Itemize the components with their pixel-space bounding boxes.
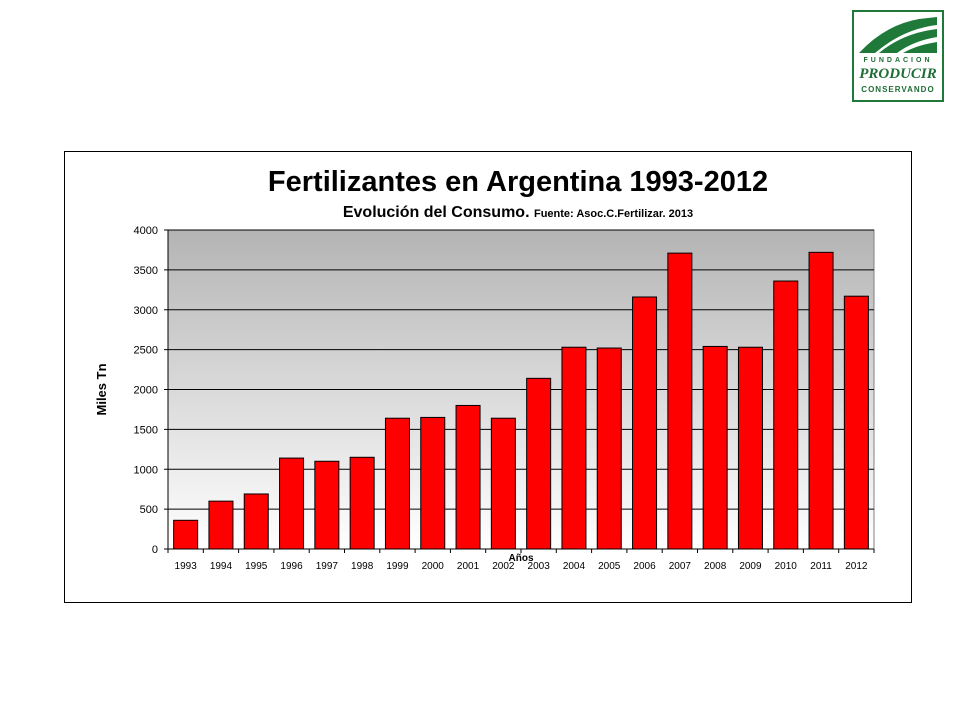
- y-tick-label: 2500: [134, 345, 158, 357]
- x-tick-label: 2011: [810, 561, 832, 572]
- bar: [737, 346, 763, 550]
- logo: FUNDACION PRODUCIR CONSERVANDO: [852, 10, 944, 102]
- x-tick-label: 1998: [351, 561, 374, 572]
- x-tick-label: 2006: [633, 561, 656, 572]
- field-rows-icon: [859, 17, 937, 53]
- x-tick-label: 2001: [457, 561, 480, 572]
- y-tick-label: 1500: [134, 424, 158, 436]
- x-tick-label: 2010: [775, 561, 798, 572]
- x-tick-label: 2007: [669, 561, 692, 572]
- chart-subtitle: Evolución del Consumo. Fuente: Asoc.C.Fe…: [0, 204, 960, 222]
- y-tick-label: 3000: [134, 305, 158, 317]
- x-tick-label: 2005: [598, 561, 621, 572]
- x-tick-label: 1993: [175, 561, 198, 572]
- x-axis-label: Años: [509, 553, 534, 564]
- bar: [208, 500, 234, 550]
- bar: [173, 519, 199, 550]
- logo-text-producir: PRODUCIR: [859, 66, 937, 82]
- bar: [314, 460, 340, 550]
- bar: [384, 417, 410, 550]
- bar: [455, 404, 481, 550]
- chart-subtitle-text: Evolución del Consumo.: [342, 204, 530, 221]
- bar: [349, 456, 375, 550]
- bar: [243, 493, 269, 550]
- bar: [702, 345, 728, 550]
- bar: [773, 280, 799, 550]
- bar: [490, 417, 516, 550]
- y-axis-label: Miles Tn: [94, 363, 109, 415]
- y-tick-label: 0: [152, 544, 158, 556]
- logo-text-conservando: CONSERVANDO: [861, 85, 935, 94]
- chart-title: Fertilizantes en Argentina 1993-2012: [0, 166, 960, 199]
- y-tick-label: 2000: [134, 385, 158, 397]
- x-tick-label: 2000: [422, 561, 445, 572]
- logo-text-fundacion: FUNDACION: [863, 57, 933, 64]
- x-tick-label: 1995: [245, 561, 268, 572]
- bar: [667, 252, 693, 550]
- x-tick-label: 1999: [386, 561, 409, 572]
- bar: [632, 296, 658, 550]
- x-tick-label: 2012: [845, 561, 868, 572]
- x-tick-label: 2002: [492, 561, 515, 572]
- x-tick-label: 1996: [280, 561, 303, 572]
- bar: [420, 416, 446, 550]
- x-tick-label: 1997: [316, 561, 339, 572]
- bar: [561, 346, 587, 550]
- bar: [526, 377, 552, 550]
- bar: [808, 251, 834, 550]
- y-tick-label: 500: [140, 504, 158, 516]
- chart-source-text: Fuente: Asoc.C.Fertilizar. 2013: [533, 208, 694, 220]
- y-tick-label: 4000: [134, 225, 158, 237]
- x-tick-label: 1994: [210, 561, 233, 572]
- bar: [279, 457, 305, 550]
- y-tick-label: 3500: [134, 265, 158, 277]
- x-tick-label: 2004: [563, 561, 586, 572]
- chart-title-text: Fertilizantes en Argentina 1993-2012: [267, 166, 769, 198]
- bar: [843, 295, 869, 550]
- bar: [596, 347, 622, 550]
- x-tick-label: 2008: [704, 561, 727, 572]
- y-tick-label: 1000: [134, 464, 158, 476]
- x-tick-label: 2003: [528, 561, 551, 572]
- x-tick-label: 2009: [739, 561, 762, 572]
